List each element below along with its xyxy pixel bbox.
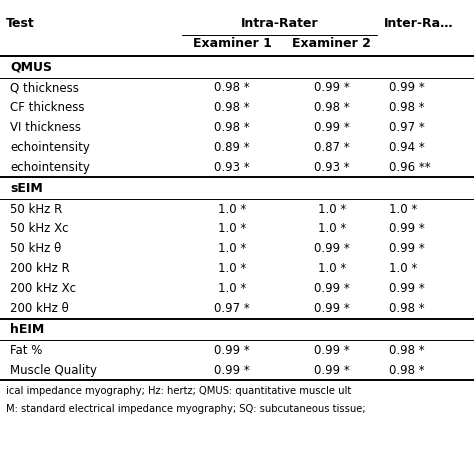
Text: 1.0 *: 1.0 * (318, 222, 346, 236)
Text: 0.99 *: 0.99 * (314, 121, 350, 134)
Text: Fat %: Fat % (10, 344, 43, 357)
Text: 1.0 *: 1.0 * (318, 202, 346, 216)
Text: 0.98 *: 0.98 * (389, 364, 424, 377)
Text: 200 kHz Xc: 200 kHz Xc (10, 282, 76, 295)
Text: 1.0 *: 1.0 * (218, 282, 246, 295)
Text: 50 kHz θ: 50 kHz θ (10, 242, 62, 255)
Text: Examiner 2: Examiner 2 (292, 37, 371, 50)
Text: sEIM: sEIM (10, 182, 43, 195)
Text: Examiner 1: Examiner 1 (193, 37, 272, 50)
Text: ical impedance myography; Hz: hertz; QMUS: quantitative muscle ult: ical impedance myography; Hz: hertz; QMU… (6, 386, 351, 396)
Text: 0.99 *: 0.99 * (389, 81, 424, 94)
Text: 0.99 *: 0.99 * (314, 242, 350, 255)
Text: 0.99 *: 0.99 * (389, 242, 424, 255)
Text: M: standard electrical impedance myography; SQ: subcutaneous tissue;: M: standard electrical impedance myograp… (6, 404, 365, 414)
Text: 1.0 *: 1.0 * (389, 262, 417, 275)
Text: 0.99 *: 0.99 * (314, 282, 350, 295)
Text: echointensity: echointensity (10, 141, 91, 154)
Text: QMUS: QMUS (10, 60, 53, 73)
Text: 50 kHz Xc: 50 kHz Xc (10, 222, 69, 236)
Text: Muscle Quality: Muscle Quality (10, 364, 98, 377)
Text: CF thickness: CF thickness (10, 101, 85, 114)
Text: 1.0 *: 1.0 * (318, 262, 346, 275)
Text: 1.0 *: 1.0 * (218, 202, 246, 216)
Text: 1.0 *: 1.0 * (218, 222, 246, 236)
Text: 0.99 *: 0.99 * (314, 344, 350, 357)
Text: 0.98 *: 0.98 * (314, 101, 350, 114)
Text: 0.89 *: 0.89 * (214, 141, 250, 154)
Text: 1.0 *: 1.0 * (218, 242, 246, 255)
Text: 0.98 *: 0.98 * (389, 344, 424, 357)
Text: 0.99 *: 0.99 * (389, 222, 424, 236)
Text: 200 kHz R: 200 kHz R (10, 262, 70, 275)
Text: 1.0 *: 1.0 * (389, 202, 417, 216)
Text: VI thickness: VI thickness (10, 121, 82, 134)
Text: 200 kHz θ: 200 kHz θ (10, 302, 69, 315)
Text: Test: Test (6, 17, 35, 30)
Text: 0.93 *: 0.93 * (214, 161, 250, 174)
Text: 0.99 *: 0.99 * (314, 302, 350, 315)
Text: hEIM: hEIM (10, 323, 45, 336)
Text: 0.99 *: 0.99 * (389, 282, 424, 295)
Text: 0.98 *: 0.98 * (389, 302, 424, 315)
Text: 0.96 **: 0.96 ** (389, 161, 430, 174)
Text: Intra-Rater: Intra-Rater (241, 17, 319, 30)
Text: 0.93 *: 0.93 * (314, 161, 350, 174)
Text: 50 kHz R: 50 kHz R (10, 202, 63, 216)
Text: 0.98 *: 0.98 * (214, 121, 250, 134)
Text: 0.97 *: 0.97 * (389, 121, 424, 134)
Text: 0.99 *: 0.99 * (214, 344, 250, 357)
Text: 0.99 *: 0.99 * (314, 364, 350, 377)
Text: echointensity: echointensity (10, 161, 91, 174)
Text: 0.99 *: 0.99 * (314, 81, 350, 94)
Text: 0.97 *: 0.97 * (214, 302, 250, 315)
Text: 0.87 *: 0.87 * (314, 141, 350, 154)
Text: 0.98 *: 0.98 * (214, 81, 250, 94)
Text: 0.98 *: 0.98 * (214, 101, 250, 114)
Text: 1.0 *: 1.0 * (218, 262, 246, 275)
Text: 0.94 *: 0.94 * (389, 141, 424, 154)
Text: Q thickness: Q thickness (10, 81, 79, 94)
Text: 0.99 *: 0.99 * (214, 364, 250, 377)
Text: Inter-Ra…: Inter-Ra… (384, 17, 454, 30)
Text: 0.98 *: 0.98 * (389, 101, 424, 114)
